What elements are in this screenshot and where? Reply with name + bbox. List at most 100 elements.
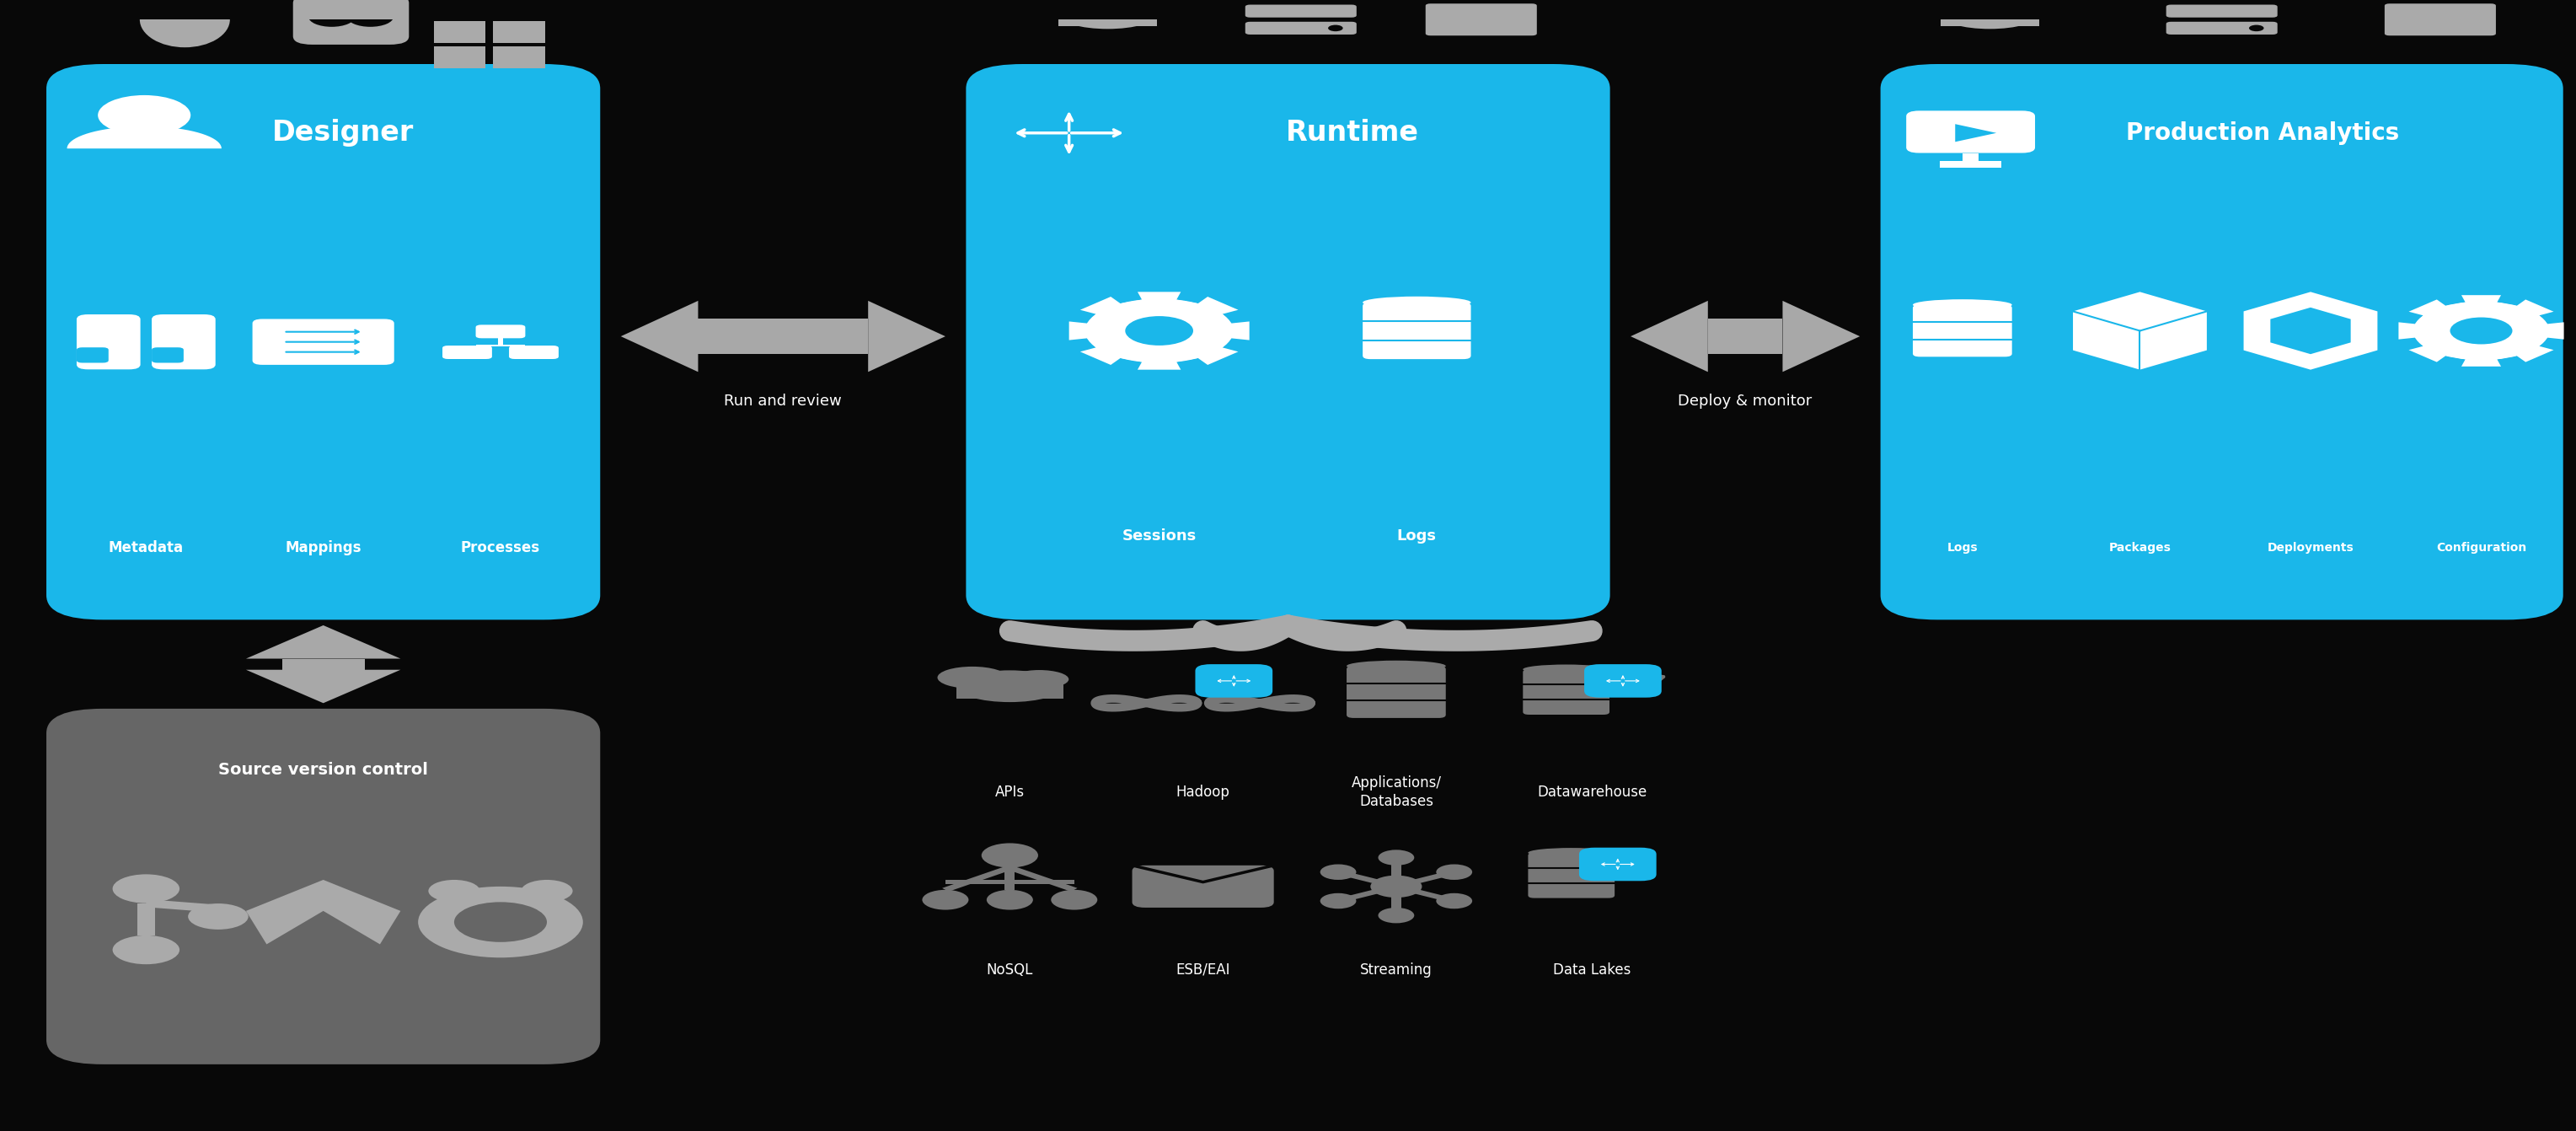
Circle shape	[1329, 25, 1342, 32]
Text: Deployments: Deployments	[2267, 542, 2354, 553]
Ellipse shape	[1922, 0, 1986, 16]
Polygon shape	[283, 658, 366, 670]
FancyBboxPatch shape	[1244, 5, 1358, 17]
Text: Processes: Processes	[461, 539, 541, 555]
Polygon shape	[1631, 301, 1708, 372]
Circle shape	[1437, 893, 1473, 908]
Circle shape	[417, 887, 582, 958]
Polygon shape	[245, 880, 399, 944]
FancyBboxPatch shape	[1425, 3, 1538, 35]
Ellipse shape	[1528, 848, 1615, 857]
FancyBboxPatch shape	[294, 0, 410, 44]
Circle shape	[1437, 864, 1473, 880]
Circle shape	[1370, 875, 1422, 898]
Ellipse shape	[1528, 863, 1615, 873]
Ellipse shape	[1108, 0, 1162, 16]
Ellipse shape	[938, 666, 1007, 689]
Bar	[1059, 12, 1157, 26]
Polygon shape	[943, 866, 1012, 891]
Circle shape	[987, 890, 1033, 909]
Ellipse shape	[1041, 0, 1105, 16]
Text: Source version control: Source version control	[219, 762, 428, 778]
FancyBboxPatch shape	[1522, 670, 1610, 715]
Ellipse shape	[1522, 680, 1610, 689]
Text: Mappings: Mappings	[286, 539, 361, 555]
Circle shape	[309, 7, 355, 27]
Bar	[956, 684, 1064, 699]
Polygon shape	[868, 301, 945, 372]
Polygon shape	[1007, 866, 1077, 891]
Ellipse shape	[1363, 296, 1471, 309]
Circle shape	[981, 843, 1038, 867]
Circle shape	[1378, 907, 1414, 923]
Bar	[1512, 6, 1540, 17]
FancyBboxPatch shape	[77, 347, 108, 363]
Polygon shape	[497, 338, 502, 346]
Polygon shape	[1262, 620, 1314, 625]
Polygon shape	[245, 625, 399, 658]
Text: Data Lakes: Data Lakes	[1553, 962, 1631, 977]
Ellipse shape	[1010, 670, 1069, 689]
Text: Runtime: Runtime	[1285, 119, 1419, 147]
Ellipse shape	[139, 0, 229, 48]
Polygon shape	[1940, 161, 2002, 167]
Bar	[2470, 6, 2499, 17]
Ellipse shape	[1914, 334, 2012, 345]
Bar	[433, 46, 484, 69]
Ellipse shape	[956, 671, 1064, 702]
FancyBboxPatch shape	[2166, 21, 2277, 35]
Polygon shape	[698, 319, 868, 354]
Polygon shape	[1334, 884, 1399, 903]
Polygon shape	[1963, 153, 1978, 164]
Polygon shape	[137, 904, 155, 935]
Text: NoSQL: NoSQL	[987, 962, 1033, 977]
FancyBboxPatch shape	[966, 64, 1610, 620]
Circle shape	[520, 880, 572, 903]
Text: Run and review: Run and review	[724, 394, 842, 408]
Circle shape	[428, 880, 479, 903]
FancyBboxPatch shape	[46, 709, 600, 1064]
Bar	[1940, 12, 2040, 26]
FancyBboxPatch shape	[477, 325, 526, 338]
Text: Production Analytics: Production Analytics	[2125, 121, 2398, 145]
FancyBboxPatch shape	[1906, 111, 2035, 153]
Circle shape	[1051, 890, 1097, 909]
Circle shape	[98, 95, 191, 136]
Circle shape	[188, 904, 247, 930]
Text: Packages: Packages	[2110, 542, 2172, 553]
Text: Deploy & monitor: Deploy & monitor	[1677, 394, 1814, 408]
FancyBboxPatch shape	[1914, 305, 2012, 356]
FancyBboxPatch shape	[152, 314, 216, 370]
FancyBboxPatch shape	[1244, 21, 1358, 35]
FancyBboxPatch shape	[1347, 666, 1445, 718]
Polygon shape	[1394, 870, 1458, 889]
FancyBboxPatch shape	[152, 347, 183, 363]
Ellipse shape	[1914, 317, 2012, 328]
Bar	[433, 20, 484, 43]
Circle shape	[2450, 318, 2512, 344]
Polygon shape	[1391, 857, 1401, 887]
Ellipse shape	[1363, 316, 1471, 327]
Circle shape	[1329, 8, 1342, 15]
Circle shape	[1126, 317, 1193, 345]
FancyBboxPatch shape	[1579, 847, 1656, 881]
Circle shape	[922, 890, 969, 909]
Polygon shape	[1069, 292, 1249, 370]
Text: Sessions: Sessions	[1123, 529, 1195, 544]
Text: Applications/
Databases: Applications/ Databases	[1350, 775, 1443, 809]
Circle shape	[2414, 302, 2550, 360]
Polygon shape	[144, 899, 219, 913]
FancyBboxPatch shape	[510, 346, 559, 359]
Polygon shape	[1783, 301, 1860, 372]
Text: Configuration: Configuration	[2437, 542, 2527, 553]
Polygon shape	[2074, 292, 2208, 370]
Bar	[2396, 6, 2424, 17]
Circle shape	[2249, 25, 2264, 32]
Polygon shape	[1708, 319, 1783, 354]
Ellipse shape	[1363, 335, 1471, 346]
Polygon shape	[1391, 887, 1401, 915]
Ellipse shape	[1940, 0, 2040, 29]
Polygon shape	[621, 301, 698, 372]
Circle shape	[348, 7, 394, 27]
Circle shape	[144, 0, 227, 7]
